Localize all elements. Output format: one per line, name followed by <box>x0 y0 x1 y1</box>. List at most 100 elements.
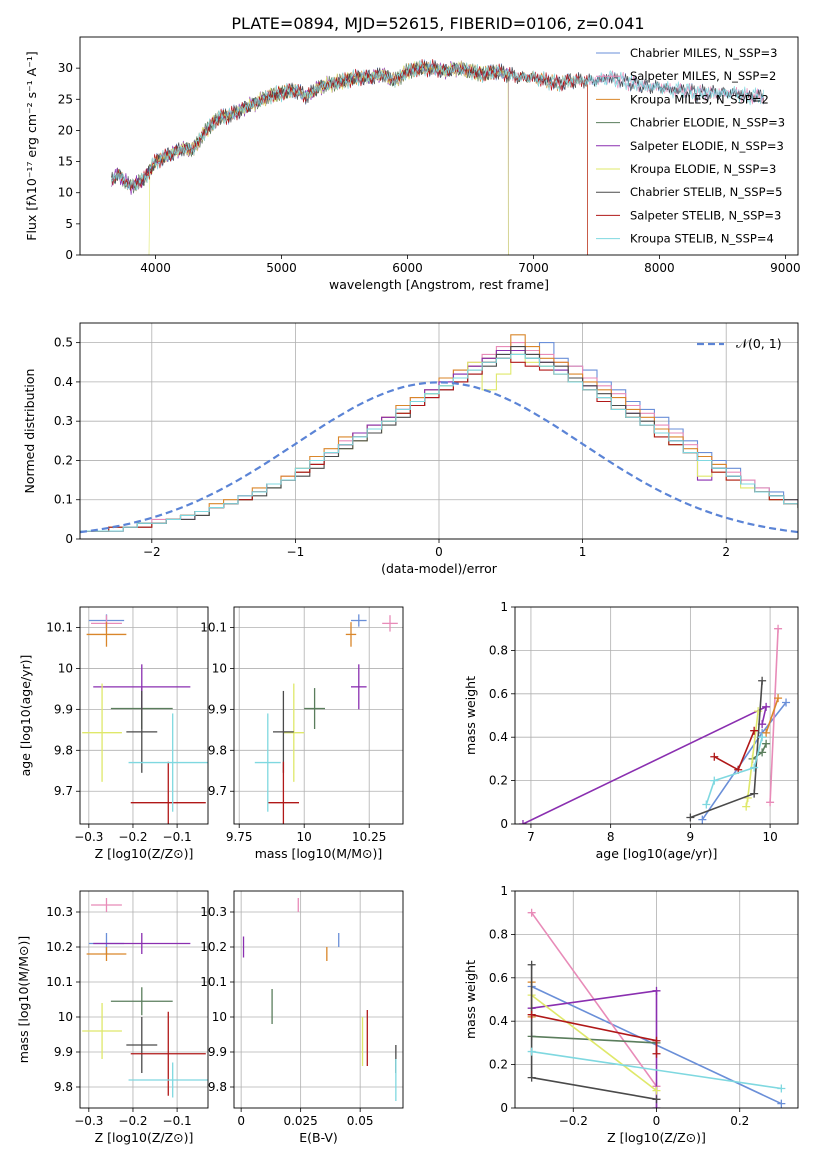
weight-marker <box>742 802 751 811</box>
plot-area <box>111 59 764 255</box>
y-tick-label: 9.7 <box>54 784 73 798</box>
x-tick-label: −0.1 <box>163 830 192 844</box>
y-tick-label: 10.1 <box>46 975 73 989</box>
weight-marker <box>652 1104 661 1108</box>
spectrum-series-3 <box>111 60 588 255</box>
x-tick-label: −2 <box>143 545 161 559</box>
y-tick-label: 9.9 <box>208 1045 227 1059</box>
y-tick-label: 10.2 <box>200 940 227 954</box>
weight-marker <box>698 815 707 824</box>
x-tick-label: 5000 <box>266 261 297 275</box>
x-tick-label: 8000 <box>644 261 675 275</box>
weight-marker <box>777 1084 786 1093</box>
histogram-series-9 <box>80 353 798 532</box>
y-tick-label: 0.8 <box>489 643 508 657</box>
legend-label-7: Chabrier STELIB, N_SSP=5 <box>630 185 782 199</box>
x-tick-label: 9.75 <box>226 830 253 844</box>
histogram-series-8 <box>80 357 798 532</box>
y-tick-label: 10.1 <box>200 975 227 989</box>
y-tick-label: 0 <box>500 817 508 831</box>
y-tick-label: 0.6 <box>489 687 508 701</box>
x-tick-label: −0.3 <box>74 830 103 844</box>
axes-frame <box>79 890 209 1109</box>
weight-marker <box>758 676 767 685</box>
weight-line-5 <box>531 989 658 1108</box>
legend: Chabrier MILES, N_SSP=3 Salpeter MILES, N… <box>596 46 785 246</box>
weight-marker <box>518 820 527 824</box>
chart-panel-6: −0.3 −0.2 −0.1 9.8 9.9 10 10.1 10.2 10.3 Z [log10… <box>16 890 209 1145</box>
x-tick-label: 0 <box>653 1114 661 1128</box>
axes-frame <box>79 36 799 256</box>
weight-marker <box>686 813 695 822</box>
weight-line-4 <box>531 1035 657 1044</box>
weight-marker <box>766 798 775 807</box>
y-tick-label: 0.4 <box>54 375 73 389</box>
gaussian-curve <box>80 381 798 534</box>
y-tick-label: 9.9 <box>208 702 227 716</box>
x-tick-label: −0.2 <box>118 830 147 844</box>
spectrum-series-9 <box>111 60 764 191</box>
chart-panel-3: −0.3 −0.2 −0.1 9.7 9.8 9.9 10 10.1 Z [log10(Z/Z⊙… <box>18 606 209 861</box>
weight-marker <box>758 748 767 757</box>
y-tick-label: 0 <box>65 532 73 546</box>
legend-label-4: Chabrier ELODIE, N_SSP=3 <box>630 116 785 130</box>
y-tick-label: 10 <box>58 186 73 200</box>
y-axis-label: Flux [fλ10⁻¹⁷ erg cm⁻² s⁻¹ A⁻¹] <box>24 51 39 240</box>
x-axis-label: Z [log10(Z/Z⊙)] <box>95 1130 194 1145</box>
x-tick-label: 10.25 <box>352 830 386 844</box>
chart-panel-4: 9.75 10 10.25 9.7 9.8 9.9 10 10.1 mass [log10(M/… <box>200 606 404 861</box>
weight-marker <box>774 624 783 633</box>
y-tick-label: 15 <box>58 155 73 169</box>
y-tick-label: 0.4 <box>489 730 508 744</box>
x-axis-label: Z [log10(Z/Z⊙)] <box>95 846 194 861</box>
y-tick-label: 0.1 <box>54 493 73 507</box>
weight-marker <box>777 1099 786 1108</box>
weight-line-7 <box>530 964 657 1101</box>
y-tick-label: 9.7 <box>208 784 227 798</box>
y-axis-label: mass weight <box>463 960 478 1039</box>
x-tick-label: −0.1 <box>163 1114 192 1128</box>
y-tick-label: 0.8 <box>489 927 508 941</box>
y-tick-label: 0.2 <box>54 453 73 467</box>
chart-panel-8: −0.2 0 0.2 0 0.2 0.4 0.6 0.8 1 Z [log10(Z/Z⊙)] mas… <box>463 884 799 1145</box>
chart-panel-1: 4000 5000 6000 7000 8000 9000 0 5 10 15 20 25 30 wave… <box>24 36 801 292</box>
weight-line-8 <box>531 1013 658 1054</box>
legend-label-3: Kroupa MILES, N_SSP=2 <box>630 92 769 106</box>
y-tick-label: 0.6 <box>489 971 508 985</box>
weight-marker <box>652 986 661 995</box>
figure-title: PLATE=0894, MJD=52615, FIBERID=0106, z=0… <box>231 14 644 33</box>
chart-panel-7: 0 0.025 0.05 9.8 9.9 10 10.1 10.2 10.3 E(B-V) <box>200 890 404 1145</box>
weight-marker <box>527 1073 536 1082</box>
y-tick-label: 0 <box>500 1101 508 1115</box>
y-tick-label: 9.8 <box>208 1080 227 1094</box>
y-tick-label: 20 <box>58 123 73 137</box>
histogram-series-3 <box>80 334 798 532</box>
plot-area <box>82 614 208 824</box>
weight-line-9 <box>705 736 763 805</box>
weight-marker <box>750 726 759 735</box>
x-tick-label: 0 <box>237 1114 245 1128</box>
y-tick-label: 10.3 <box>46 905 73 919</box>
legend-label-9: Kroupa STELIB, N_SSP=4 <box>630 232 774 246</box>
axes-frame <box>233 890 404 1109</box>
x-tick-label: 0 <box>435 545 443 559</box>
x-tick-label: 4000 <box>140 261 171 275</box>
y-tick-label: 1 <box>500 600 508 614</box>
legend-label-6: Kroupa ELODIE, N_SSP=3 <box>630 162 776 176</box>
y-tick-label: 25 <box>58 92 73 106</box>
y-tick-label: 9.9 <box>54 702 73 716</box>
weight-marker <box>782 698 791 707</box>
y-tick-label: 0 <box>65 248 73 262</box>
x-tick-label: −0.3 <box>74 1114 103 1128</box>
weight-marker <box>527 1010 536 1019</box>
y-tick-label: 0.2 <box>489 774 508 788</box>
x-axis-label: age [log10(age/yr)] <box>596 846 718 861</box>
y-tick-label: 10.2 <box>46 940 73 954</box>
weight-line-8 <box>713 730 755 771</box>
plot-area <box>80 334 798 534</box>
weight-marker <box>710 752 719 761</box>
y-tick-label: 9.9 <box>54 1045 73 1059</box>
y-tick-label: 10.3 <box>200 905 227 919</box>
y-tick-label: 10.1 <box>46 620 73 634</box>
weight-marker <box>762 728 771 737</box>
